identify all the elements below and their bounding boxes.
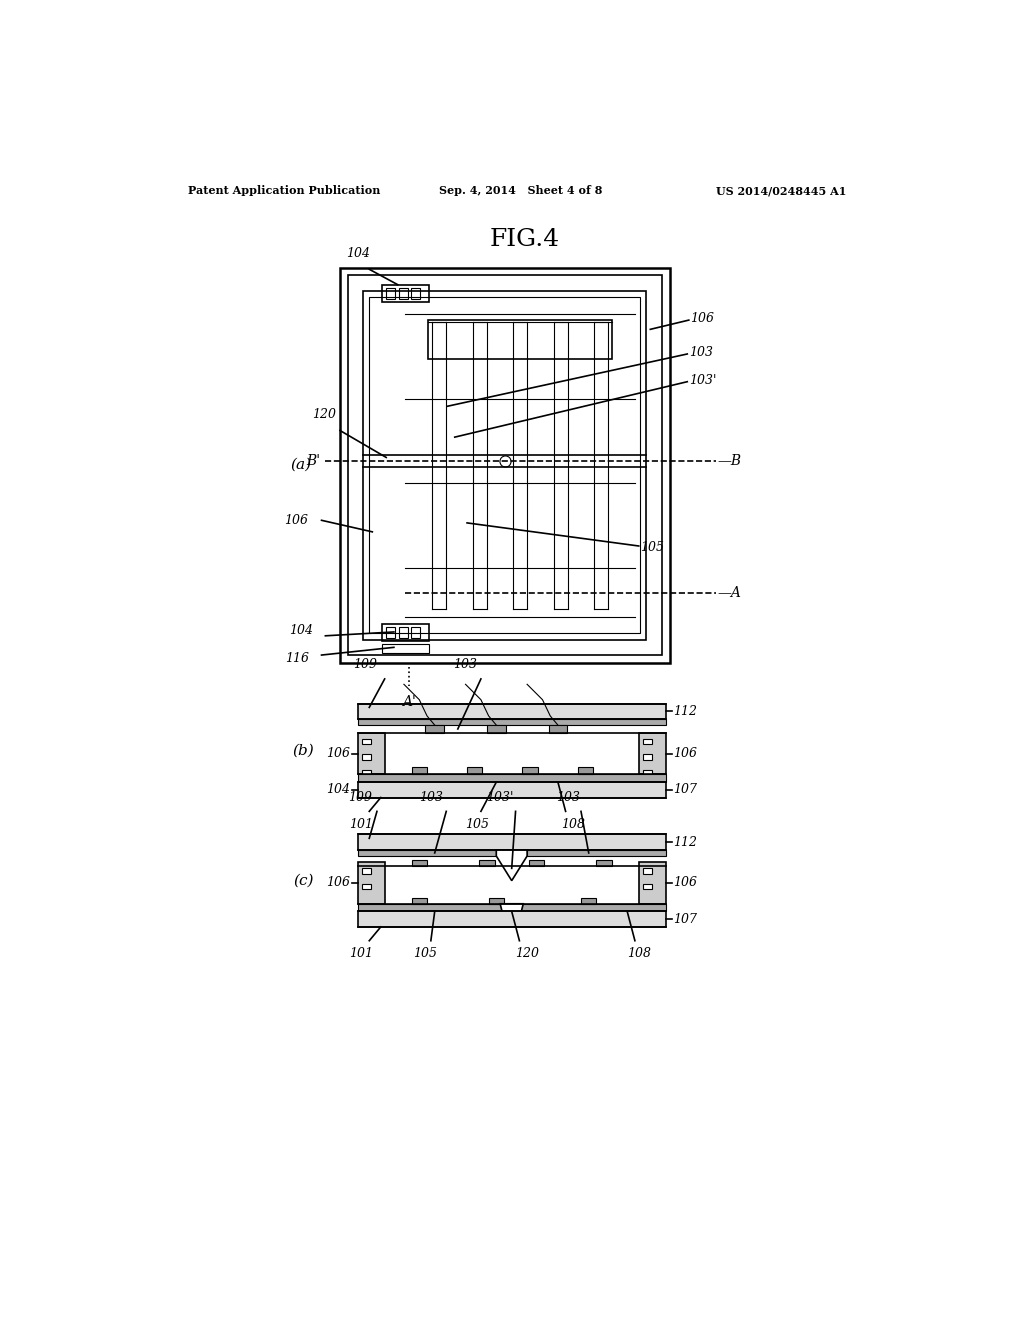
Text: 112: 112 <box>674 705 697 718</box>
Bar <box>357 850 497 857</box>
Text: 105: 105 <box>465 817 489 830</box>
Bar <box>398 627 408 638</box>
Text: 106: 106 <box>674 747 697 760</box>
Bar <box>527 850 666 857</box>
Bar <box>488 898 504 904</box>
Bar <box>411 627 420 638</box>
Bar <box>357 904 666 911</box>
Bar <box>639 733 666 775</box>
Text: Sep. 4, 2014   Sheet 4 of 8: Sep. 4, 2014 Sheet 4 of 8 <box>438 185 602 197</box>
Text: 106: 106 <box>690 312 715 325</box>
Text: Patent Application Publication: Patent Application Publication <box>188 185 381 197</box>
Bar <box>386 627 395 638</box>
Bar <box>412 767 427 775</box>
Text: —B: —B <box>717 454 741 469</box>
Bar <box>357 704 666 719</box>
Text: 107: 107 <box>674 783 697 796</box>
Bar <box>357 781 666 797</box>
Bar <box>425 725 444 733</box>
Bar <box>643 884 652 890</box>
Bar <box>578 767 593 775</box>
Text: 112: 112 <box>674 836 697 849</box>
Bar <box>398 288 408 298</box>
Text: 105: 105 <box>640 541 665 554</box>
Polygon shape <box>500 904 523 925</box>
Text: 109: 109 <box>348 791 372 804</box>
Text: 101: 101 <box>349 946 374 960</box>
Bar <box>361 884 371 890</box>
Bar <box>643 755 652 760</box>
Text: 103': 103' <box>689 374 716 387</box>
Bar <box>487 725 506 733</box>
Text: 103: 103 <box>689 346 713 359</box>
Bar <box>382 644 429 653</box>
Text: 104: 104 <box>289 624 313 638</box>
Text: 103: 103 <box>556 791 580 804</box>
Text: 108: 108 <box>627 946 651 960</box>
Text: FIG.4: FIG.4 <box>489 228 560 251</box>
Bar <box>639 862 666 904</box>
Bar <box>411 288 420 298</box>
Bar <box>528 859 544 866</box>
Text: 109: 109 <box>353 659 378 671</box>
Text: 106: 106 <box>326 747 350 760</box>
Text: 103: 103 <box>454 659 477 671</box>
Bar <box>340 268 670 663</box>
Text: 106: 106 <box>284 513 307 527</box>
Bar <box>364 290 646 640</box>
Bar <box>382 285 429 302</box>
Text: —A: —A <box>717 586 741 601</box>
Text: A': A' <box>402 696 416 709</box>
Bar <box>361 869 371 874</box>
Text: 101: 101 <box>349 817 374 830</box>
Bar <box>361 755 371 760</box>
Bar <box>357 862 385 904</box>
Bar <box>370 297 640 634</box>
Text: 104: 104 <box>326 783 350 796</box>
Bar <box>643 770 652 775</box>
Text: (c): (c) <box>293 874 313 887</box>
Text: 104: 104 <box>346 247 370 260</box>
Bar <box>357 911 666 927</box>
Text: 108: 108 <box>561 817 586 830</box>
Text: B': B' <box>306 454 321 469</box>
Text: 103': 103' <box>486 791 514 804</box>
Bar <box>643 739 652 744</box>
Bar <box>412 859 427 866</box>
Text: 106: 106 <box>674 876 697 890</box>
Text: 107: 107 <box>674 912 697 925</box>
Bar <box>479 859 495 866</box>
Bar <box>467 767 482 775</box>
Text: 106: 106 <box>326 876 350 890</box>
Bar <box>382 624 429 642</box>
Bar <box>348 276 662 655</box>
Bar <box>357 834 666 850</box>
Text: 116: 116 <box>286 652 309 665</box>
Polygon shape <box>497 850 527 880</box>
Text: 120: 120 <box>515 946 539 960</box>
Bar <box>361 739 371 744</box>
Bar <box>428 321 612 359</box>
Bar <box>412 898 427 904</box>
Bar <box>361 770 371 775</box>
Bar <box>357 719 666 725</box>
Bar <box>357 733 385 775</box>
Text: 120: 120 <box>312 408 337 421</box>
Bar <box>386 288 395 298</box>
Text: 103: 103 <box>419 791 442 804</box>
Text: 105: 105 <box>414 946 437 960</box>
Bar <box>549 725 567 733</box>
Bar <box>357 775 666 781</box>
Bar <box>643 869 652 874</box>
Bar <box>581 898 596 904</box>
Text: (a): (a) <box>291 458 311 471</box>
Bar <box>596 859 611 866</box>
Text: (b): (b) <box>292 743 313 758</box>
Text: US 2014/0248445 A1: US 2014/0248445 A1 <box>716 185 846 197</box>
Bar <box>522 767 538 775</box>
